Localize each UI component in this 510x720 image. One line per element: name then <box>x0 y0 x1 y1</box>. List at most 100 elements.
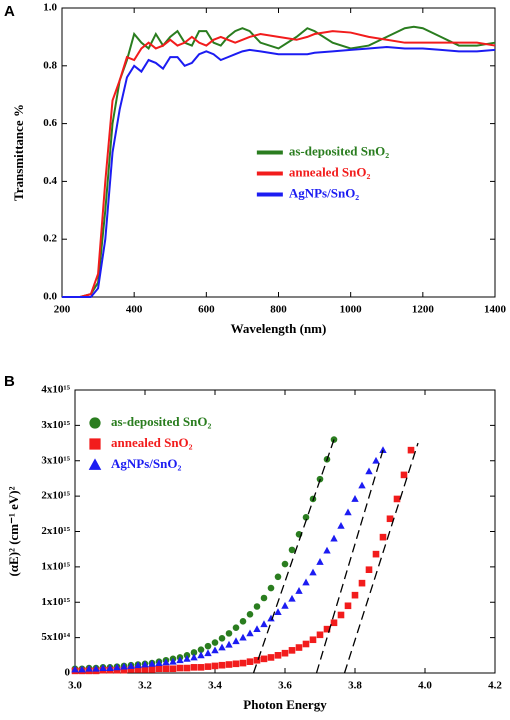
y-tick-label: 3x10¹⁵ <box>41 419 70 431</box>
data-point <box>344 602 352 610</box>
y-tick-label: 0.4 <box>43 175 57 187</box>
x-tick-label: 800 <box>270 304 287 316</box>
data-point <box>162 658 170 666</box>
data-point <box>218 643 226 651</box>
plot-frame <box>74 389 496 674</box>
data-point <box>400 471 408 479</box>
data-point <box>155 665 163 673</box>
data-point <box>162 665 170 673</box>
data-point <box>358 579 366 587</box>
panel-label: A <box>4 3 15 20</box>
data-point <box>239 633 247 641</box>
data-line <box>62 25 496 298</box>
data-point <box>330 619 338 627</box>
data-point <box>281 649 289 657</box>
y-tick-label: 0 <box>65 667 71 679</box>
data-point <box>190 664 198 671</box>
data-point <box>274 652 282 659</box>
data-point <box>351 591 359 599</box>
y-tick-label: 0.2 <box>43 233 57 245</box>
y-tick-label: 0.0 <box>43 291 57 303</box>
data-point <box>267 584 275 592</box>
data-point <box>99 664 107 671</box>
x-tick-label: 3.8 <box>348 680 362 692</box>
data-point <box>155 659 163 666</box>
data-point <box>134 666 142 673</box>
data-point <box>253 625 261 633</box>
data-point <box>274 608 282 616</box>
data-point <box>379 446 387 454</box>
legend-label: as-deposited SnO₂ <box>289 143 389 158</box>
data-point <box>281 601 289 609</box>
data-point <box>211 646 219 654</box>
data-point <box>134 661 142 669</box>
data-point <box>148 659 156 667</box>
data-point <box>85 664 93 672</box>
data-point <box>239 618 247 625</box>
fit-line <box>343 442 419 674</box>
data-point <box>246 658 254 665</box>
x-tick-label: 4.0 <box>418 680 432 692</box>
legend-label: AgNPs/SnO₂ <box>111 456 181 471</box>
data-point <box>337 521 345 529</box>
data-point <box>295 644 303 651</box>
x-tick-label: 1400 <box>484 304 507 316</box>
legend-marker <box>88 458 102 470</box>
data-point <box>211 662 219 670</box>
x-axis-title: Wavelength (nm) <box>231 321 327 336</box>
y-axis-title: Transmittance % <box>11 104 26 201</box>
y-tick-label: 2x10¹⁵ <box>41 490 70 502</box>
data-point <box>309 568 317 576</box>
x-tick-label: 600 <box>198 304 215 316</box>
data-point <box>176 664 184 672</box>
data-point <box>183 654 191 662</box>
data-point <box>120 666 128 674</box>
data-point <box>218 635 226 642</box>
data-point <box>253 656 261 664</box>
data-point <box>330 534 338 542</box>
data-point <box>302 640 310 648</box>
data-point <box>267 614 275 622</box>
data-point <box>393 495 401 503</box>
x-tick-label: 3.2 <box>138 680 152 692</box>
data-point <box>351 495 359 502</box>
data-point <box>267 654 275 661</box>
data-point <box>197 651 205 659</box>
data-point <box>253 603 261 610</box>
data-point <box>106 664 114 671</box>
x-tick-label: 3.0 <box>68 680 82 692</box>
data-point <box>260 620 268 628</box>
legend-label: AgNPs/SnO₂ <box>289 185 359 200</box>
data-point <box>246 610 254 618</box>
y-tick-label: 3x10¹⁵ <box>41 454 70 466</box>
data-point <box>365 467 373 475</box>
data-point <box>232 637 240 645</box>
fit-line <box>315 449 384 674</box>
data-point <box>295 587 303 594</box>
data-point <box>141 660 149 668</box>
legend-marker <box>89 438 101 450</box>
data-point <box>120 662 128 670</box>
legend-label: as-deposited SnO₂ <box>111 414 211 429</box>
legend-label: annealed SnO₂ <box>111 435 193 450</box>
data-point <box>309 636 317 644</box>
data-point <box>288 647 296 654</box>
data-point <box>225 630 233 637</box>
y-tick-label: 2x10¹⁵ <box>41 525 70 537</box>
data-point <box>232 624 240 632</box>
data-point <box>113 663 121 671</box>
data-point <box>239 659 247 667</box>
y-tick-label: 5x10¹⁴ <box>41 631 70 643</box>
panel-label: B <box>4 373 15 390</box>
data-point <box>211 639 219 646</box>
x-tick-label: 4.2 <box>488 680 502 692</box>
data-point <box>204 642 212 650</box>
data-point <box>176 656 184 664</box>
y-tick-label: 1.0 <box>43 2 57 14</box>
y-tick-label: 0.6 <box>43 117 57 129</box>
data-point <box>274 573 282 581</box>
data-point <box>379 533 387 541</box>
data-point <box>260 594 268 602</box>
data-point <box>288 546 296 554</box>
